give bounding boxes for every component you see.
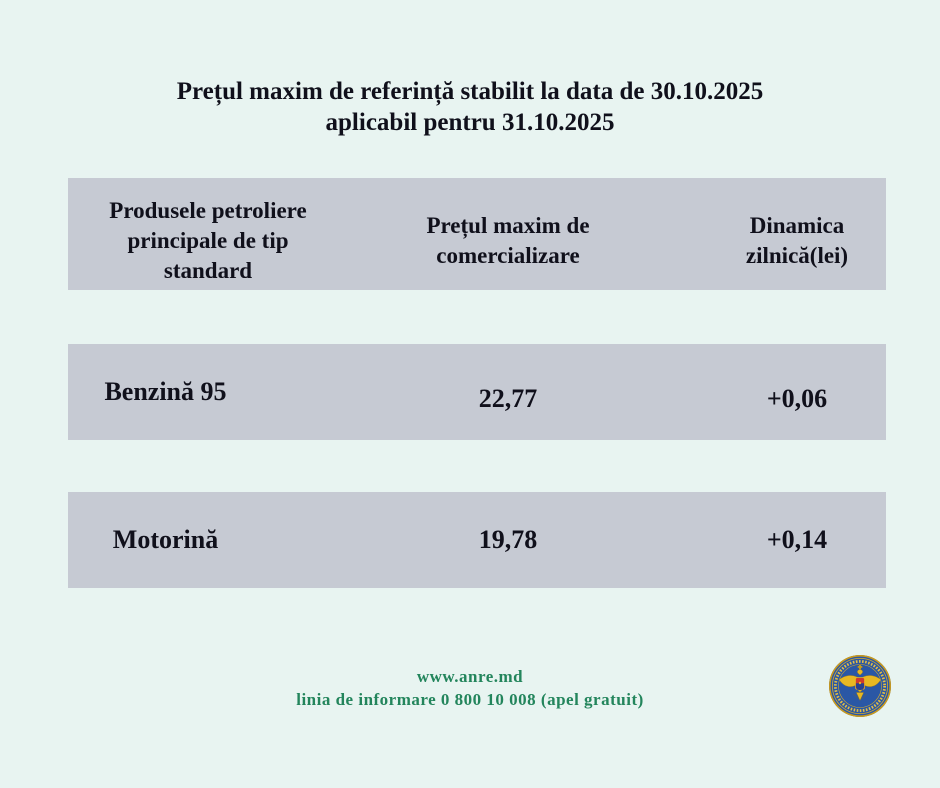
page-title: Prețul maxim de referință stabilit la da… <box>0 76 940 138</box>
product-change-value: +0,06 <box>766 384 828 413</box>
table-row-motorina: Motorină 19,78 +0,14 <box>68 492 886 588</box>
product-price: 22,77 <box>348 344 668 440</box>
header-max-price-label: Prețul maxim de comercializare <box>426 213 590 268</box>
header-max-price-column: Prețul maxim de comercializare <box>348 178 668 290</box>
title-line-1: Prețul maxim de referință stabilit la da… <box>176 78 764 105</box>
table-row-benzina-95: Benzină 95 22,77 +0,06 <box>68 344 886 440</box>
table-header-row: Produsele petroliere principale de tip s… <box>68 178 886 290</box>
header-products-column: Produsele petroliere principale de tip s… <box>68 178 348 290</box>
product-price-value: 22,77 <box>478 384 538 413</box>
header-products-label: Produsele petroliere principale de tip s… <box>109 198 307 283</box>
footer-contact-info: www.anre.md linia de informare 0 800 10 … <box>0 665 940 711</box>
product-change: +0,06 <box>668 344 886 440</box>
footer-info-line: linia de informare 0 800 10 008 (apel gr… <box>296 690 644 709</box>
product-name: Benzină 95 <box>68 344 348 440</box>
title-line-2: aplicabil pentru 31.10.2025 <box>325 109 615 136</box>
header-daily-dynamic-label: Dinamica zilnică(lei) <box>745 213 849 268</box>
product-change: +0,14 <box>668 492 886 588</box>
anre-moldova-emblem-icon <box>828 654 892 718</box>
product-name: Motorină <box>68 492 348 588</box>
product-name-label: Benzină 95 <box>104 377 227 406</box>
product-price: 19,78 <box>348 492 668 588</box>
footer-website: www.anre.md <box>416 667 524 686</box>
product-change-value: +0,14 <box>766 525 828 554</box>
product-name-label: Motorină <box>112 525 219 554</box>
header-daily-dynamic-column: Dinamica zilnică(lei) <box>668 178 886 290</box>
product-price-value: 19,78 <box>478 525 538 554</box>
